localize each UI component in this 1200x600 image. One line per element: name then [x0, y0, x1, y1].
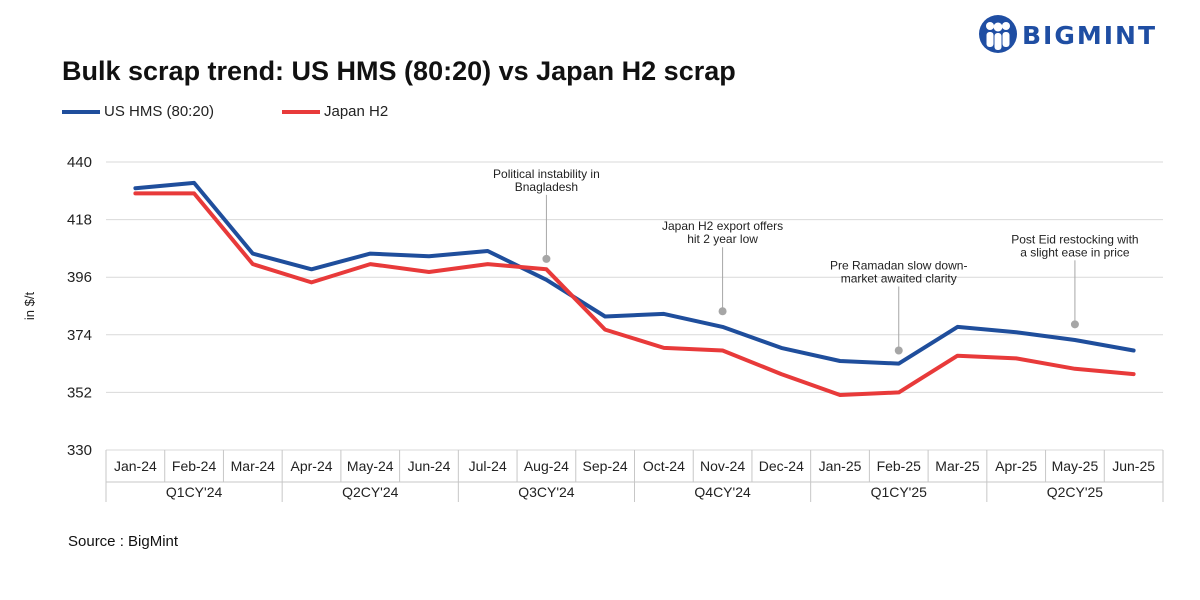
series-line-japan-h2	[133, 191, 1136, 397]
legend-swatch	[282, 110, 320, 115]
y-tick-label: 396	[67, 269, 92, 286]
y-axis-label: in $/t	[22, 292, 37, 321]
x-tick-label: May-24	[347, 458, 394, 474]
y-tick-label: 330	[67, 442, 92, 459]
x-tick-label: Oct-24	[643, 458, 685, 474]
x-tick-label: Nov-24	[700, 458, 745, 474]
annotation-text: market awaited clarity	[841, 272, 957, 286]
x-quarter-label: Q1CY'25	[871, 484, 928, 500]
x-tick-label: Jul-24	[469, 458, 507, 474]
x-tick-label: Jun-24	[408, 458, 451, 474]
logo-wordmark: BIGMINT	[1022, 21, 1158, 50]
logo-people-icon	[979, 15, 1017, 53]
annotation-text: Political instability in	[493, 167, 600, 181]
annotation-text: a slight ease in price	[1020, 245, 1130, 259]
x-quarter-label: Q2CY'25	[1047, 484, 1104, 500]
annotation-text: Pre Ramadan slow down-	[830, 259, 967, 273]
x-quarter-label: Q2CY'24	[342, 484, 399, 500]
y-tick-label: 440	[67, 154, 92, 171]
source-note: Source : BigMint	[68, 533, 179, 550]
annotation-text: Japan H2 export offers	[662, 219, 783, 233]
x-tick-label: Mar-25	[935, 458, 980, 474]
series-line-us-hms	[133, 180, 1136, 366]
x-tick-label: Apr-25	[995, 458, 1037, 474]
x-tick-label: Jan-25	[819, 458, 862, 474]
x-quarter-label: Q3CY'24	[518, 484, 575, 500]
x-tick-label: Dec-24	[759, 458, 804, 474]
x-tick-label: Feb-24	[172, 458, 217, 474]
legend-label: US HMS (80:20)	[104, 103, 215, 120]
y-tick-label: 418	[67, 212, 92, 229]
x-quarter-label: Q1CY'24	[166, 484, 223, 500]
annotation-text: Bnagladesh	[515, 180, 578, 194]
legend-label: Japan H2	[324, 103, 389, 120]
x-quarter-label: Q4CY'24	[694, 484, 751, 500]
annotation-marker	[542, 254, 551, 263]
x-tick-label: Jun-25	[1112, 458, 1155, 474]
annotation-text: Post Eid restocking with	[1011, 232, 1138, 246]
x-tick-label: Mar-24	[231, 458, 276, 474]
legend-item: US HMS (80:20)	[62, 103, 214, 120]
legend-item: Japan H2	[282, 103, 388, 120]
x-tick-label: Aug-24	[524, 458, 569, 474]
x-tick-label: Feb-25	[877, 458, 922, 474]
annotation-text: hit 2 year low	[687, 232, 758, 246]
x-tick-label: Jan-24	[114, 458, 157, 474]
legend-swatch	[62, 110, 100, 115]
bigmint-logo: BIGMINT	[978, 14, 1188, 58]
y-tick-label: 374	[67, 327, 92, 344]
annotation-marker	[894, 346, 903, 355]
annotation-marker	[1070, 320, 1079, 329]
x-tick-label: Apr-24	[291, 458, 333, 474]
y-tick-label: 352	[67, 384, 92, 401]
x-tick-label: May-25	[1052, 458, 1099, 474]
chart-title: Bulk scrap trend: US HMS (80:20) vs Japa…	[62, 56, 736, 86]
annotation-marker	[718, 307, 727, 316]
x-tick-label: Sep-24	[583, 458, 628, 474]
